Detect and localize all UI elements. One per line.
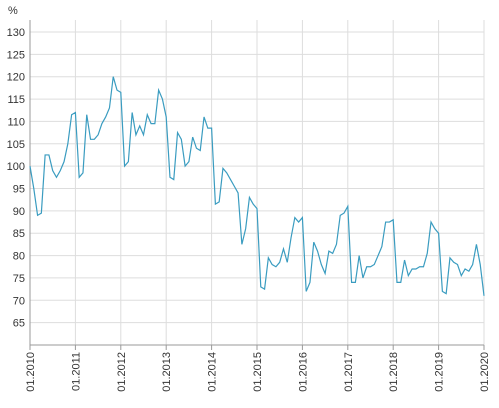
x-tick-label: 01.2011 [70, 352, 82, 391]
y-axis-label: % [8, 5, 18, 17]
x-tick-label: 01.2017 [343, 352, 355, 392]
y-tick-label: 90 [13, 206, 25, 218]
x-tick-label: 01.2018 [388, 352, 400, 392]
x-tick-label: 01.2012 [116, 352, 128, 392]
y-tick-label: 115 [7, 94, 25, 106]
y-tick-label: 100 [7, 161, 25, 173]
x-tick-label: 01.2020 [479, 352, 491, 392]
y-tick-label: 85 [13, 228, 25, 240]
x-tick-label: 01.2010 [25, 352, 37, 392]
y-tick-label: 105 [7, 139, 25, 151]
x-tick-label: 01.2014 [207, 352, 219, 392]
y-tick-label: 75 [13, 273, 25, 285]
y-tick-label: 130 [7, 27, 25, 39]
x-tick-label: 01.2019 [434, 352, 446, 392]
y-tick-label: 65 [13, 318, 25, 330]
x-tick-label: 01.2013 [161, 352, 173, 392]
data-line [29, 76, 485, 296]
y-tick-label: 95 [13, 184, 25, 196]
y-tick-label: 80 [13, 251, 25, 263]
x-tick-label: 01.2016 [297, 352, 309, 392]
y-tick-label: 70 [13, 295, 25, 307]
y-tick-label: 110 [7, 116, 25, 128]
x-tick-label: 01.2015 [252, 352, 264, 392]
y-tick-label: 120 [7, 72, 25, 84]
y-tick-label: 125 [7, 49, 25, 61]
